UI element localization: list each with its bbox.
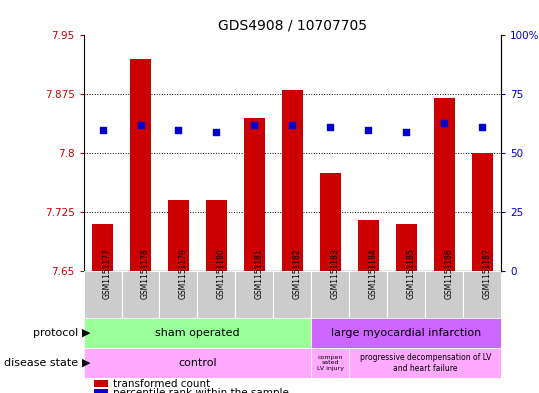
Text: GSM1151179: GSM1151179 <box>178 248 188 299</box>
Text: GSM1151184: GSM1151184 <box>368 248 377 299</box>
Text: protocol: protocol <box>33 328 78 338</box>
Bar <box>244 118 265 271</box>
Bar <box>434 98 455 271</box>
Text: ▶: ▶ <box>82 358 91 368</box>
Text: GSM1151183: GSM1151183 <box>330 248 340 299</box>
Point <box>440 119 448 126</box>
Text: ▶: ▶ <box>82 328 91 338</box>
Point <box>212 129 221 135</box>
Bar <box>92 224 113 271</box>
Point <box>98 127 107 133</box>
Bar <box>94 389 108 393</box>
Bar <box>396 224 417 271</box>
Text: GSM1151181: GSM1151181 <box>254 248 264 299</box>
FancyBboxPatch shape <box>84 348 312 378</box>
Bar <box>94 380 108 387</box>
Text: disease state: disease state <box>4 358 78 368</box>
FancyBboxPatch shape <box>312 318 501 348</box>
Text: GSM1151186: GSM1151186 <box>444 248 453 299</box>
FancyBboxPatch shape <box>388 271 425 318</box>
Point <box>136 122 145 128</box>
Text: GSM1151187: GSM1151187 <box>482 248 491 299</box>
FancyBboxPatch shape <box>84 271 121 318</box>
Bar <box>358 220 379 271</box>
Text: progressive decompensation of LV
and heart failure: progressive decompensation of LV and hea… <box>360 353 491 373</box>
Text: large myocardial infarction: large myocardial infarction <box>331 328 481 338</box>
Bar <box>206 200 227 271</box>
Point <box>402 129 411 135</box>
Point <box>326 124 335 130</box>
Text: percentile rank within the sample: percentile rank within the sample <box>113 387 289 393</box>
Bar <box>130 59 151 271</box>
FancyBboxPatch shape <box>84 318 312 348</box>
Text: sham operated: sham operated <box>155 328 240 338</box>
FancyBboxPatch shape <box>121 271 160 318</box>
FancyBboxPatch shape <box>349 271 388 318</box>
FancyBboxPatch shape <box>160 271 197 318</box>
FancyBboxPatch shape <box>464 271 501 318</box>
Point <box>478 124 487 130</box>
FancyBboxPatch shape <box>312 271 349 318</box>
Text: transformed count: transformed count <box>113 379 210 389</box>
FancyBboxPatch shape <box>236 271 273 318</box>
Bar <box>168 200 189 271</box>
FancyBboxPatch shape <box>273 271 312 318</box>
Point <box>174 127 183 133</box>
Title: GDS4908 / 10707705: GDS4908 / 10707705 <box>218 19 367 33</box>
Bar <box>282 90 303 271</box>
Point <box>250 122 259 128</box>
Text: GSM1151178: GSM1151178 <box>141 248 149 299</box>
Text: GSM1151185: GSM1151185 <box>406 248 416 299</box>
Text: GSM1151180: GSM1151180 <box>217 248 225 299</box>
Text: GSM1151182: GSM1151182 <box>293 248 301 299</box>
FancyBboxPatch shape <box>197 271 236 318</box>
Point <box>364 127 372 133</box>
Bar <box>320 173 341 271</box>
FancyBboxPatch shape <box>312 348 349 378</box>
Text: GSM1151177: GSM1151177 <box>102 248 112 299</box>
FancyBboxPatch shape <box>425 271 464 318</box>
Text: compen
sated
LV injury: compen sated LV injury <box>317 354 344 371</box>
FancyBboxPatch shape <box>349 348 501 378</box>
Text: control: control <box>178 358 217 368</box>
Point <box>288 122 297 128</box>
Bar <box>472 153 493 271</box>
